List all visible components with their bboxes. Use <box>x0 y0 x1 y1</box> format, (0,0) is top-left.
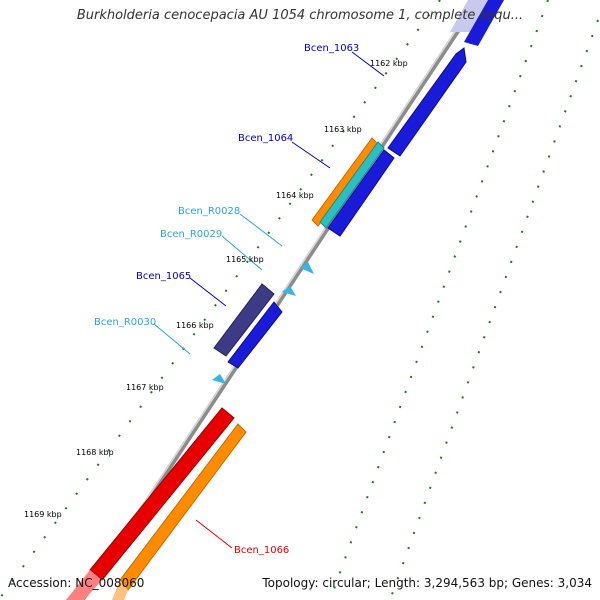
cds-bcen-1066-orange-tail[interactable] <box>112 580 128 600</box>
tick-label: 1169 kbp <box>24 510 62 519</box>
rna-bcen-r0028[interactable] <box>300 262 314 274</box>
gc-track-inner <box>0 0 441 599</box>
feature-label-bcen-1065[interactable]: Bcen_1065 <box>136 271 191 282</box>
feature-labels: Bcen_1063 Bcen_1064 Bcen_R0028 Bcen_R002… <box>94 43 359 556</box>
tick-label: 1167 kbp <box>126 383 164 392</box>
tick-label: 1168 kbp <box>76 448 114 457</box>
label-leaders <box>153 51 385 549</box>
cds-faded-top[interactable] <box>450 0 488 32</box>
tick-label: 1164 kbp <box>276 191 314 200</box>
feature-label-bcen-r0028[interactable]: Bcen_R0028 <box>178 206 240 217</box>
rna-bcen-r0029[interactable] <box>282 286 296 296</box>
tick-label: 1163 kbp <box>324 125 362 134</box>
map-title: Burkholderia cenocepacia AU 1054 chromos… <box>76 8 524 23</box>
scale-ticks: 1162 kbp 1163 kbp 1164 kbp 1165 kbp 1166… <box>24 59 408 519</box>
gc-track-outer <box>329 0 599 600</box>
feature-label-bcen-1066[interactable]: Bcen_1066 <box>234 545 289 556</box>
feature-label-bcen-1063[interactable]: Bcen_1063 <box>304 43 359 54</box>
feature-label-bcen-r0029[interactable]: Bcen_R0029 <box>160 229 222 240</box>
cds-bcen-1064-blue[interactable] <box>327 149 395 237</box>
cds-bcen-1066-red-tail[interactable] <box>66 570 102 600</box>
cds-bcen-1063[interactable] <box>387 47 467 157</box>
cds-bcen-1065-navy[interactable] <box>213 283 275 357</box>
feature-label-bcen-r0030[interactable]: Bcen_R0030 <box>94 317 156 328</box>
tick-label: 1166 kbp <box>176 321 214 330</box>
tick-label: 1165 kbp <box>226 255 264 264</box>
accession-text: Accession: NC_008060 <box>8 576 145 590</box>
feature-label-bcen-1064[interactable]: Bcen_1064 <box>238 133 293 144</box>
cds-bcen-1064-teal[interactable] <box>319 141 385 229</box>
rna-bcen-r0030[interactable] <box>212 374 226 384</box>
cds-bcen-1065-blue[interactable] <box>227 301 283 369</box>
cds-bcen-1063-top[interactable] <box>464 0 504 46</box>
tick-label: 1162 kbp <box>370 59 408 68</box>
summary-text: Topology: circular; Length: 3,294,563 bp… <box>262 576 592 590</box>
cds-bcen-1066-red[interactable] <box>89 407 235 581</box>
